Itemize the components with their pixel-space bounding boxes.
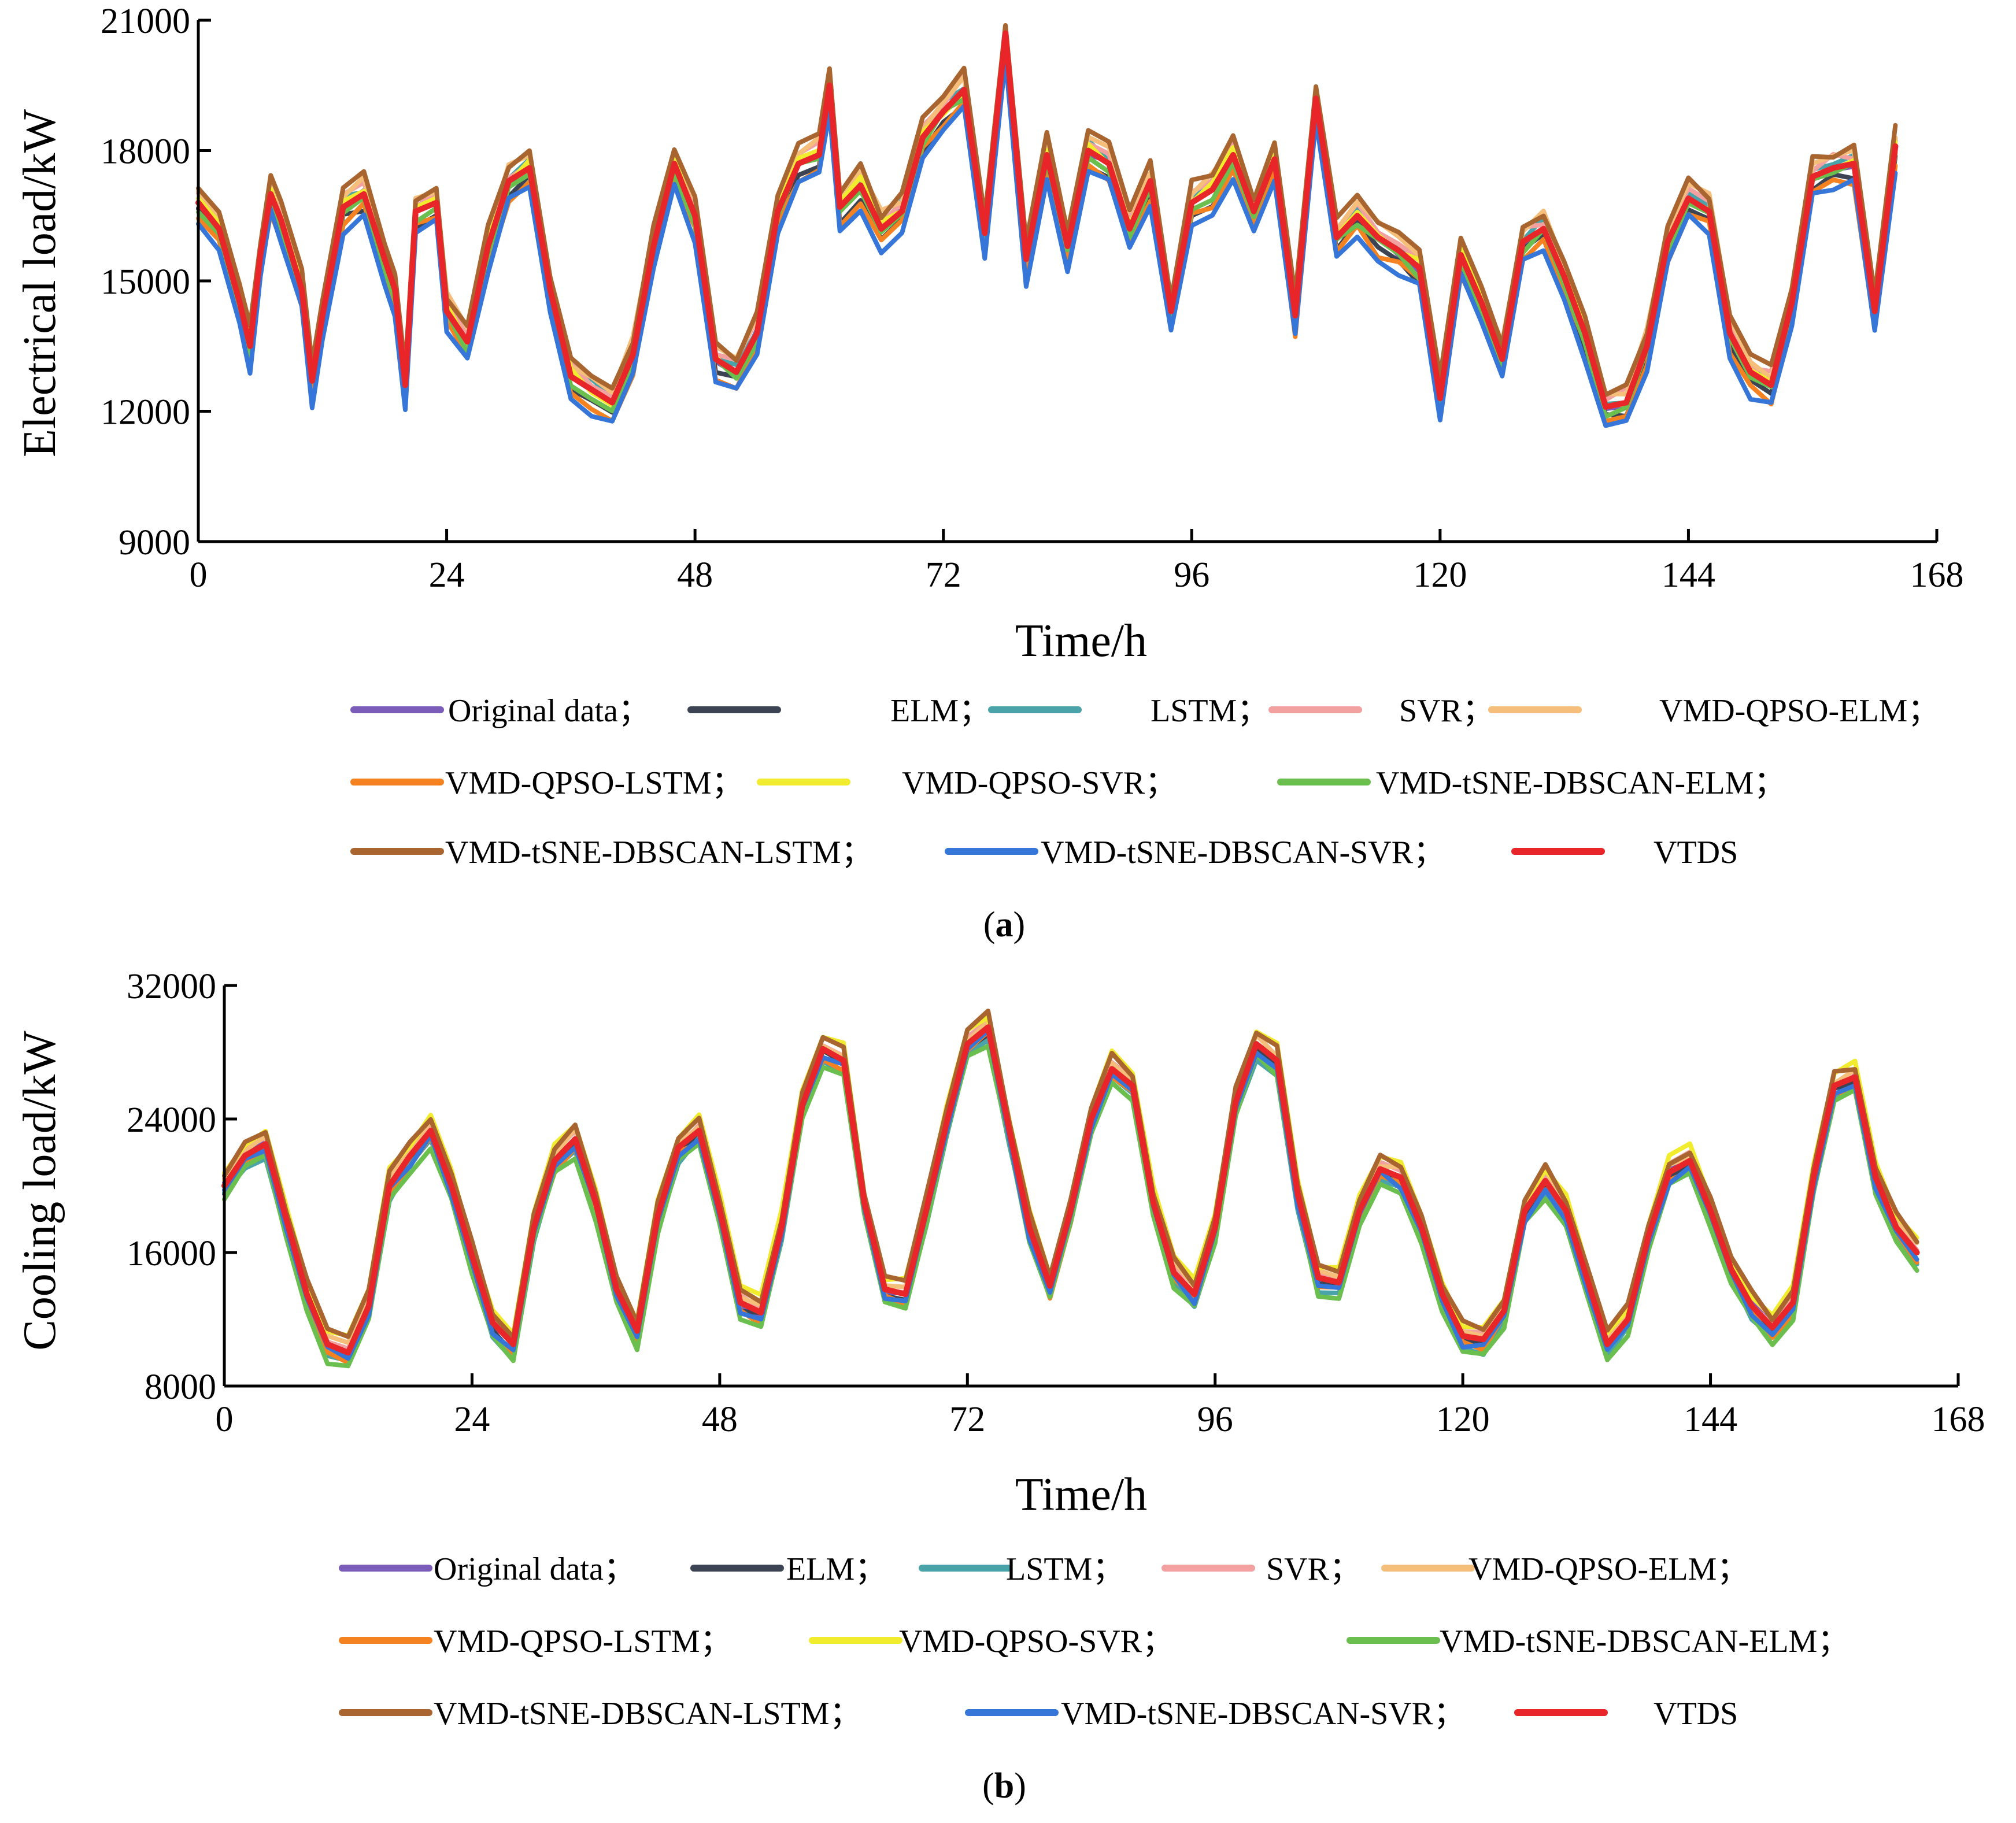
legend-label-b-7: VMD-tSNE-DBSCAN-ELM；: [1440, 1624, 1849, 1659]
series-line-a-10: [195, 30, 1899, 410]
ticks-b: 0 24 48 72 96 120 144 168 8000 16000 24000 32000: [127, 967, 1985, 1439]
legend-label-a-8: VMD-tSNE-DBSCAN-LSTM；: [445, 835, 874, 870]
x-tick-label-b-7: 168: [1932, 1400, 1985, 1439]
plot-b-series-group: [221, 1009, 1920, 1369]
legend-label-b-1: ELM；: [786, 1551, 887, 1587]
y-tick-label-a-0: 9000: [119, 523, 190, 562]
x-tick-label-a-5: 120: [1413, 555, 1467, 595]
y-axis-title-a: Electrical load/kW: [14, 109, 65, 457]
y-tick-label-b-2: 24000: [127, 1101, 216, 1140]
y-tick-label-a-1: 12000: [101, 393, 190, 432]
legend-a: Original data； ELM； LSTM； SVR； VMD-QPSO-ELM；…: [350, 693, 1940, 870]
legend-label-b-5: VMD-QPSO-LSTM；: [434, 1624, 733, 1659]
legend-label-a-9: VMD-tSNE-DBSCAN-SVR；: [1041, 835, 1445, 870]
legend-label-a-1: ELM；: [890, 693, 991, 729]
x-tick-label-a-4: 96: [1174, 555, 1209, 595]
x-tick-label-b-0: 0: [216, 1400, 234, 1439]
panel-label-a-letter: a: [996, 905, 1013, 944]
y-tick-label-a-2: 15000: [101, 262, 190, 302]
legend-label-b-3: SVR；: [1266, 1551, 1362, 1587]
chart-panel-b: 0 24 48 72 96 120 144 168 8000 16000 24000 32000 Ti…: [14, 967, 1985, 1806]
panel-label-b-letter: b: [994, 1766, 1014, 1806]
x-tick-label-b-1: 24: [454, 1400, 490, 1439]
x-tick-label-a-6: 144: [1662, 555, 1715, 595]
x-tick-label-a-0: 0: [190, 555, 208, 595]
panel-label-b: (b): [982, 1766, 1026, 1806]
legend-label-b-8: VMD-tSNE-DBSCAN-LSTM；: [434, 1696, 862, 1732]
legend-label-a-0: Original data；: [448, 693, 650, 729]
x-tick-label-b-6: 144: [1684, 1400, 1737, 1439]
x-tick-label-a-7: 168: [1910, 555, 1964, 595]
x-tick-label-b-2: 48: [702, 1400, 738, 1439]
x-axis-title-b: Time/h: [1015, 1469, 1147, 1520]
legend-label-a-10: VTDS: [1654, 835, 1738, 870]
ticks-a: 0 24 48 72 96 120 144 168 9000 12000 15000 18000 210…: [101, 2, 1964, 595]
series-line-b-10: [221, 1024, 1920, 1356]
legend-label-a-3: SVR；: [1399, 693, 1495, 729]
y-axis-title-b: Cooling load/kW: [14, 1031, 65, 1351]
y-tick-label-b-1: 16000: [127, 1234, 216, 1273]
y-tick-label-b-3: 32000: [127, 967, 216, 1006]
panel-label-a: (a): [983, 905, 1025, 944]
legend-label-a-6: VMD-QPSO-SVR；: [902, 765, 1177, 801]
legend-label-a-7: VMD-tSNE-DBSCAN-ELM；: [1376, 765, 1786, 801]
x-tick-label-b-4: 96: [1197, 1400, 1233, 1439]
y-tick-label-a-3: 18000: [101, 132, 190, 172]
x-tick-label-b-5: 120: [1436, 1400, 1490, 1439]
x-tick-label-a-1: 24: [429, 555, 465, 595]
legend-label-b-2: LSTM；: [1006, 1551, 1124, 1587]
legend-label-b-0: Original data；: [434, 1551, 636, 1587]
legend-label-b-9: VMD-tSNE-DBSCAN-SVR；: [1061, 1696, 1466, 1732]
legend-label-a-4: VMD-QPSO-ELM；: [1659, 693, 1940, 729]
legend-b: Original data； ELM； LSTM； SVR； VMD-QPSO-ELM；…: [339, 1551, 1849, 1732]
legend-label-b-10: VTDS: [1654, 1696, 1738, 1732]
y-tick-label-b-0: 8000: [145, 1368, 216, 1407]
y-tick-label-a-4: 21000: [101, 2, 190, 41]
chart-panel-a: 0 24 48 72 96 120 144 168 9000 12000 15000 18000 210…: [14, 2, 1964, 944]
x-tick-label-a-2: 48: [677, 555, 713, 595]
x-tick-label-b-3: 72: [949, 1400, 985, 1439]
plot-a-series-group: [195, 23, 1899, 428]
legend-label-a-5: VMD-QPSO-LSTM；: [445, 765, 744, 801]
legend-label-b-4: VMD-QPSO-ELM；: [1468, 1551, 1749, 1587]
legend-label-a-2: LSTM；: [1151, 693, 1269, 729]
x-tick-label-a-3: 72: [926, 555, 961, 595]
legend-label-b-6: VMD-QPSO-SVR；: [899, 1624, 1174, 1659]
x-axis-title-a: Time/h: [1015, 616, 1147, 666]
